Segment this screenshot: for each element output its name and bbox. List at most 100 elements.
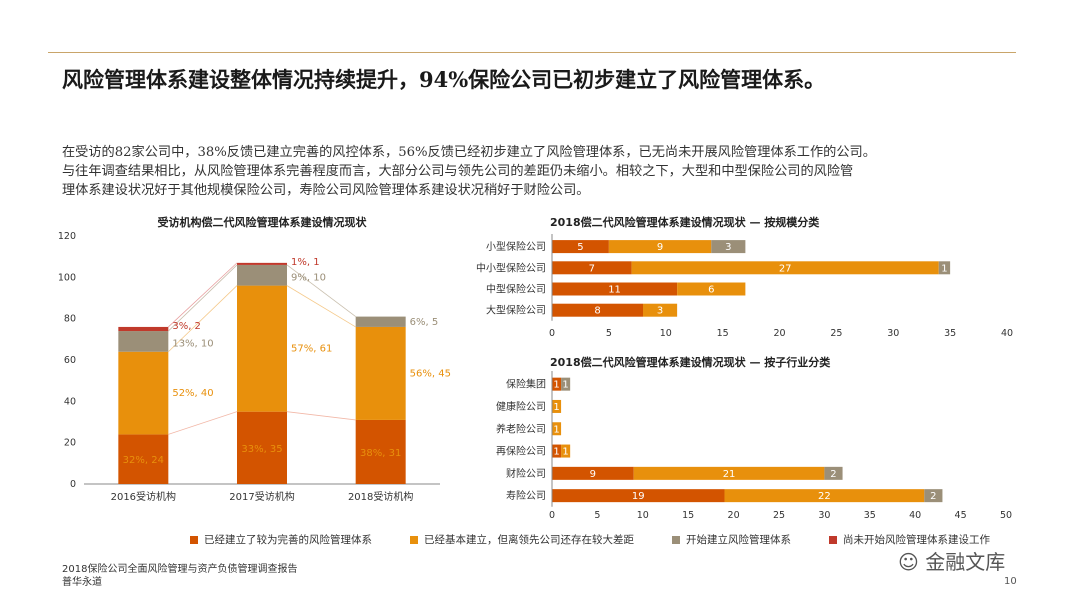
x-tick-label: 35 <box>864 510 876 521</box>
x-tick-label: 10 <box>637 510 649 521</box>
data-label: 13%, 10 <box>172 338 213 349</box>
y-tick-label: 120 <box>58 231 76 242</box>
bar-segment <box>118 331 169 352</box>
bar-segment <box>643 303 678 317</box>
data-label: 1 <box>553 424 559 435</box>
footer-report-title: 2018保险公司全面风险管理与资产负债管理调查报告 <box>62 564 298 575</box>
bar-segment <box>237 262 287 265</box>
legend-label: 开始建立风险管理体系 <box>686 534 791 546</box>
connector-line <box>286 411 356 421</box>
page-number: 10 <box>1004 576 1017 587</box>
x-tick-label: 30 <box>818 510 830 521</box>
bar-segment <box>552 466 634 480</box>
data-label: 1 <box>553 447 559 458</box>
bar-segment <box>552 444 562 458</box>
x-tick-label: 5 <box>594 510 600 521</box>
intro-line: 理体系建设状况好于其他规模保险公司，寿险公司风险管理体系建设状况稍好于财险公司。 <box>62 183 590 198</box>
bar-segment <box>824 466 843 480</box>
x-tick-label: 0 <box>549 510 555 521</box>
data-label: 32%, 24 <box>123 455 164 466</box>
bar-segment <box>924 489 943 503</box>
data-label: 21 <box>723 469 736 480</box>
bar-segment <box>561 377 571 391</box>
connector-line <box>286 285 356 328</box>
x-tick-label: 25 <box>773 510 785 521</box>
bar-segment <box>711 240 746 254</box>
y-tick-label: 80 <box>64 314 76 325</box>
bar-segment <box>608 240 712 254</box>
intro-text: 在受访的82家公司中，38%反馈已建立完善的风控体系，56%反馈已经初步建立了风… <box>62 143 1032 200</box>
intro-line: 在受访的82家公司中，38%反馈已建立完善的风控体系，56%反馈已经初步建立了风… <box>62 145 876 160</box>
bar-segment <box>552 399 562 413</box>
data-label: 1 <box>553 380 559 391</box>
category-label: 2017受访机构 <box>229 490 294 503</box>
legend-item: 已经基本建立，但离领先公司还存在较大差距 <box>410 532 634 547</box>
bar-segment <box>552 261 632 275</box>
footer-company: 普华永道 <box>62 577 102 588</box>
legend-label: 已经基本建立，但离领先公司还存在较大差距 <box>424 534 634 546</box>
bar-segment <box>552 489 725 503</box>
x-tick-label: 50 <box>1000 510 1012 521</box>
data-label: 52%, 40 <box>172 388 213 399</box>
data-label: 1 <box>941 263 947 274</box>
y-tick-label: 0 <box>70 479 76 490</box>
data-label: 9 <box>657 242 663 253</box>
top-rule <box>48 52 1016 53</box>
category-label: 中小型保险公司 <box>476 261 546 274</box>
connector-line <box>286 264 356 317</box>
data-label: 3 <box>657 306 663 317</box>
connector-line <box>168 411 238 435</box>
x-tick-label: 10 <box>660 328 672 339</box>
watermark-logo: ☺ 金融文库 <box>898 546 1005 575</box>
category-label: 再保险公司 <box>496 445 546 458</box>
x-tick-label: 40 <box>909 510 921 521</box>
x-tick-label: 45 <box>955 510 967 521</box>
legend-swatch <box>672 535 680 544</box>
bar-segment <box>552 303 643 317</box>
bar-segment <box>724 489 925 503</box>
bar-segment <box>237 285 287 412</box>
data-label: 1 <box>553 402 559 413</box>
data-label: 27 <box>779 263 792 274</box>
data-label: 9 <box>590 469 596 480</box>
bar-segment <box>938 261 951 275</box>
bar-segment <box>631 261 939 275</box>
bar-segment <box>552 377 562 391</box>
bar-segment <box>237 411 287 484</box>
connector-line <box>168 262 238 328</box>
y-tick-label: 20 <box>64 438 76 449</box>
bar-segment <box>552 240 609 254</box>
bar-segment <box>118 434 169 484</box>
category-label: 小型保险公司 <box>486 240 546 253</box>
data-label: 1%, 1 <box>291 257 320 268</box>
bar-segment <box>355 316 406 327</box>
legend-item: 已经建立了较为完善的风险管理体系 <box>190 532 372 547</box>
intro-line: 与往年调查结果相比，从风险管理体系完善程度而言，大部分公司与领先公司的差距仍未缩… <box>62 164 854 179</box>
data-label: 6 <box>708 285 714 296</box>
connector-line <box>168 285 238 353</box>
data-label: 9%, 10 <box>291 272 326 283</box>
x-tick-label: 20 <box>728 510 740 521</box>
x-tick-label: 15 <box>717 328 729 339</box>
data-label: 57%, 61 <box>291 344 332 355</box>
data-label: 6%, 5 <box>410 317 439 328</box>
bar-segment <box>552 422 562 436</box>
legend-label: 尚未开始风险管理体系建设工作 <box>843 534 990 546</box>
data-label: 5 <box>577 242 583 253</box>
x-tick-label: 40 <box>1001 328 1013 339</box>
data-label: 2 <box>830 469 836 480</box>
data-label: 3 <box>725 242 731 253</box>
data-label: 56%, 45 <box>410 368 451 379</box>
category-label: 养老险公司 <box>496 422 546 435</box>
legend-swatch <box>190 535 198 544</box>
x-tick-label: 15 <box>682 510 694 521</box>
x-tick-label: 20 <box>773 328 785 339</box>
legend-swatch <box>829 535 837 544</box>
wechat-icon: ☺ <box>898 550 919 574</box>
bar-segment <box>552 282 678 296</box>
data-label: 22 <box>818 491 831 502</box>
bar-segment <box>633 466 825 480</box>
x-tick-label: 35 <box>944 328 956 339</box>
data-label: 3%, 2 <box>172 321 201 332</box>
